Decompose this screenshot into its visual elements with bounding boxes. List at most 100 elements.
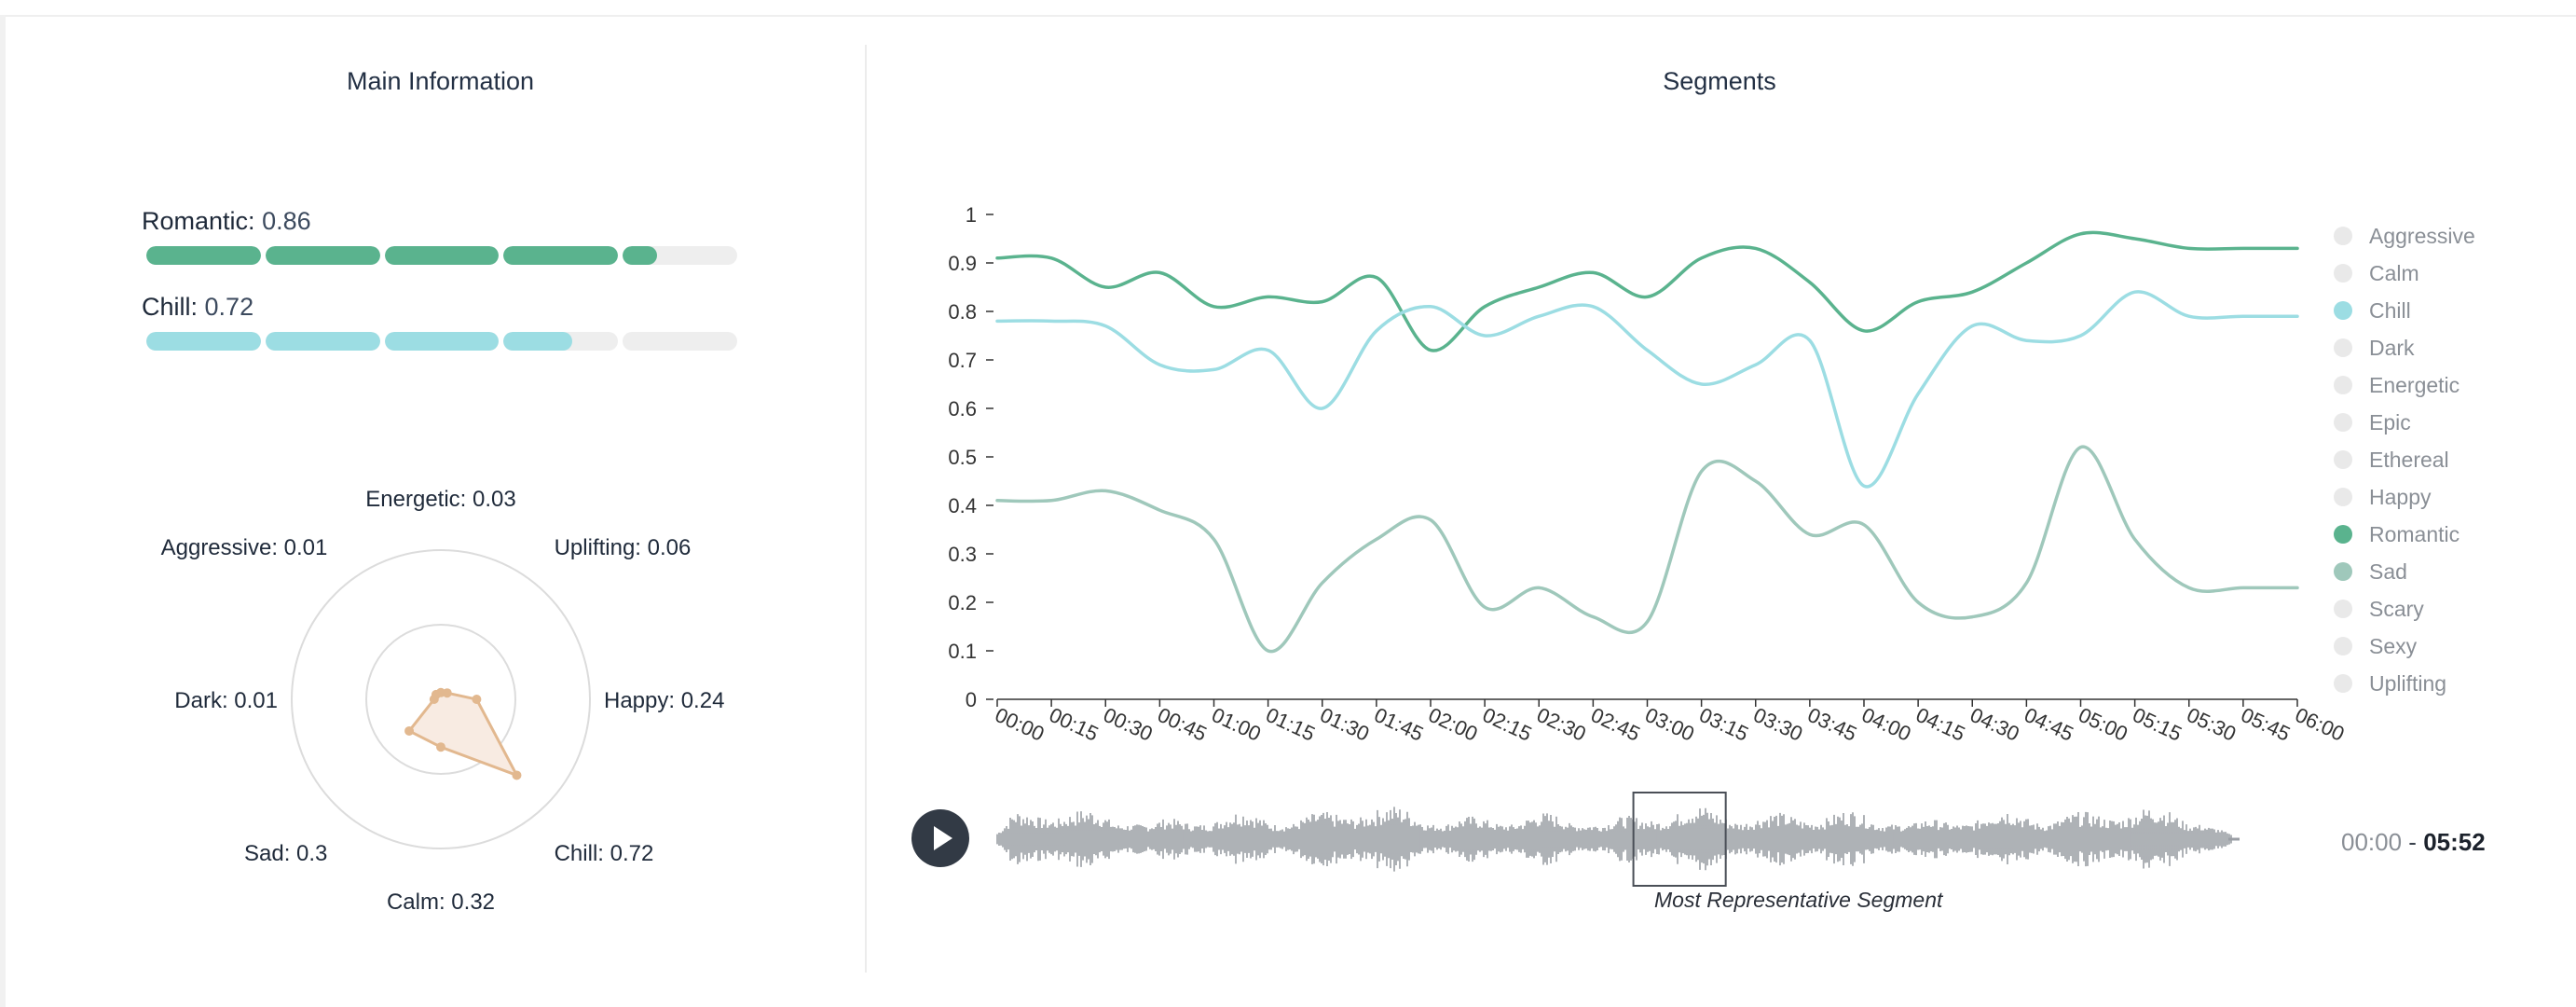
mood-value: 0.72 (204, 293, 254, 321)
x-tick-label: 04:00 (1858, 703, 1914, 746)
legend-dot-icon (2334, 525, 2352, 544)
y-tick-label: 0.8 (948, 300, 977, 324)
y-tick-label: 0.1 (948, 640, 977, 663)
bar-segment (384, 332, 500, 351)
x-tick-label: 05:30 (2184, 703, 2240, 746)
bar-segment-fill (146, 246, 261, 265)
legend-dot-icon (2334, 227, 2352, 245)
top-divider (0, 15, 2576, 17)
legend-item-calm[interactable]: Calm (2330, 255, 2475, 292)
romantic-score-bar (146, 246, 737, 265)
bar-segment-fill (265, 246, 380, 265)
bar-segment (503, 332, 619, 351)
x-tick-label: 00:00 (992, 703, 1048, 746)
radar-outer-ring (291, 549, 591, 849)
x-tick-label: 01:00 (1208, 703, 1264, 746)
bar-segment-fill (384, 246, 500, 265)
x-tick-label: 03:15 (1696, 703, 1752, 746)
radar-label: Sad: 0.3 (244, 841, 327, 866)
x-tick-label: 03:30 (1750, 703, 1806, 746)
legend-label: Romantic (2369, 521, 2460, 546)
legend-dot-icon (2334, 600, 2352, 618)
total-time: 05:52 (2423, 828, 2486, 856)
legend-label: Uplifting (2369, 670, 2447, 696)
legend-dot-icon (2334, 488, 2352, 506)
legend-label: Ethereal (2369, 447, 2449, 472)
bar-segment-fill (503, 332, 573, 351)
legend-label: Aggressive (2369, 223, 2475, 248)
bar-segment (146, 332, 261, 351)
legend-item-sad[interactable]: Sad (2330, 553, 2475, 590)
legend-dot-icon (2334, 562, 2352, 581)
mood-radar-chart: Energetic: 0.03 Uplifting: 0.06 Happy: 0.2… (161, 487, 725, 915)
legend-dot-icon (2334, 301, 2352, 320)
representative-segment-box (1632, 792, 1727, 887)
x-tick-label: 05:00 (2075, 703, 2131, 746)
x-tick-label: 00:30 (1100, 703, 1156, 746)
y-tick-label: 0.2 (948, 591, 977, 614)
legend-item-happy[interactable]: Happy (2330, 478, 2475, 516)
x-tick-label: 01:15 (1263, 703, 1319, 746)
legend-dot-icon (2334, 264, 2352, 283)
legend-label: Happy (2369, 484, 2432, 509)
legend-label: Chill (2369, 297, 2411, 323)
x-tick-label: 04:45 (2021, 703, 2076, 746)
y-tick-label: 0.5 (948, 446, 977, 469)
legend-item-sexy[interactable]: Sexy (2330, 628, 2475, 665)
x-tick-label: 04:15 (1912, 703, 1968, 746)
y-tick-label: 0 (966, 688, 977, 711)
chill-score-bar (146, 332, 737, 351)
segments-line-chart: 00.10.20.30.40.50.60.70.80.9100:0000:150… (948, 203, 2348, 746)
series-line-romantic (995, 230, 2299, 352)
legend-item-romantic[interactable]: Romantic (2330, 516, 2475, 553)
y-tick-label: 0.7 (948, 349, 977, 372)
bar-segment (384, 246, 500, 265)
y-tick-label: 0.4 (948, 494, 977, 517)
legend-dot-icon (2334, 674, 2352, 693)
x-tick-label: 02:45 (1587, 703, 1643, 746)
panel-divider (865, 45, 867, 973)
radar-label: Uplifting: 0.06 (555, 535, 692, 560)
radar-label: Aggressive: 0.01 (161, 535, 328, 560)
x-tick-label: 02:00 (1425, 703, 1481, 746)
bar-segment (146, 246, 261, 265)
x-tick-label: 02:15 (1479, 703, 1535, 746)
top-mood-romantic: Romantic: 0.86 (142, 207, 311, 236)
x-tick-label: 01:30 (1317, 703, 1373, 746)
top-mood-chill: Chill: 0.72 (142, 293, 253, 322)
radar-point (404, 725, 415, 736)
main-information-title: Main Information (346, 67, 535, 95)
x-tick-label: 03:00 (1641, 703, 1697, 746)
x-tick-label: 05:15 (2130, 703, 2185, 746)
legend-item-uplifting[interactable]: Uplifting (2330, 665, 2475, 702)
series-line-chill (995, 290, 2299, 489)
bar-segment (503, 246, 619, 265)
y-tick-label: 1 (966, 203, 977, 227)
bar-segment (265, 246, 380, 265)
bar-segment (265, 332, 380, 351)
x-tick-label: 00:45 (1154, 703, 1210, 746)
bar-segment-fill (146, 332, 261, 351)
legend-label: Calm (2369, 260, 2419, 285)
series-line-sad (995, 445, 2299, 654)
waveform-bars (996, 807, 2232, 872)
radar-point (442, 688, 452, 698)
legend-item-aggressive[interactable]: Aggressive (2330, 217, 2475, 255)
mood-name: Chill: (142, 293, 199, 321)
legend-label: Sexy (2369, 633, 2418, 658)
waveform[interactable] (995, 783, 2244, 895)
legend-dot-icon (2334, 637, 2352, 655)
legend-item-epic[interactable]: Epic (2330, 404, 2475, 441)
current-time: 00:00 (2341, 828, 2403, 856)
play-button[interactable] (911, 809, 969, 867)
representative-segment-caption: Most Representative Segment (1654, 888, 1943, 912)
legend-label: Scary (2369, 596, 2424, 621)
legend-item-chill[interactable]: Chill (2330, 292, 2475, 329)
legend-item-ethereal[interactable]: Ethereal (2330, 441, 2475, 478)
bar-segment (623, 246, 737, 265)
time-display: 00:00 - 05:52 (2341, 828, 2486, 857)
legend-item-scary[interactable]: Scary (2330, 590, 2475, 628)
legend-item-dark[interactable]: Dark (2330, 329, 2475, 366)
legend-item-energetic[interactable]: Energetic (2330, 366, 2475, 404)
